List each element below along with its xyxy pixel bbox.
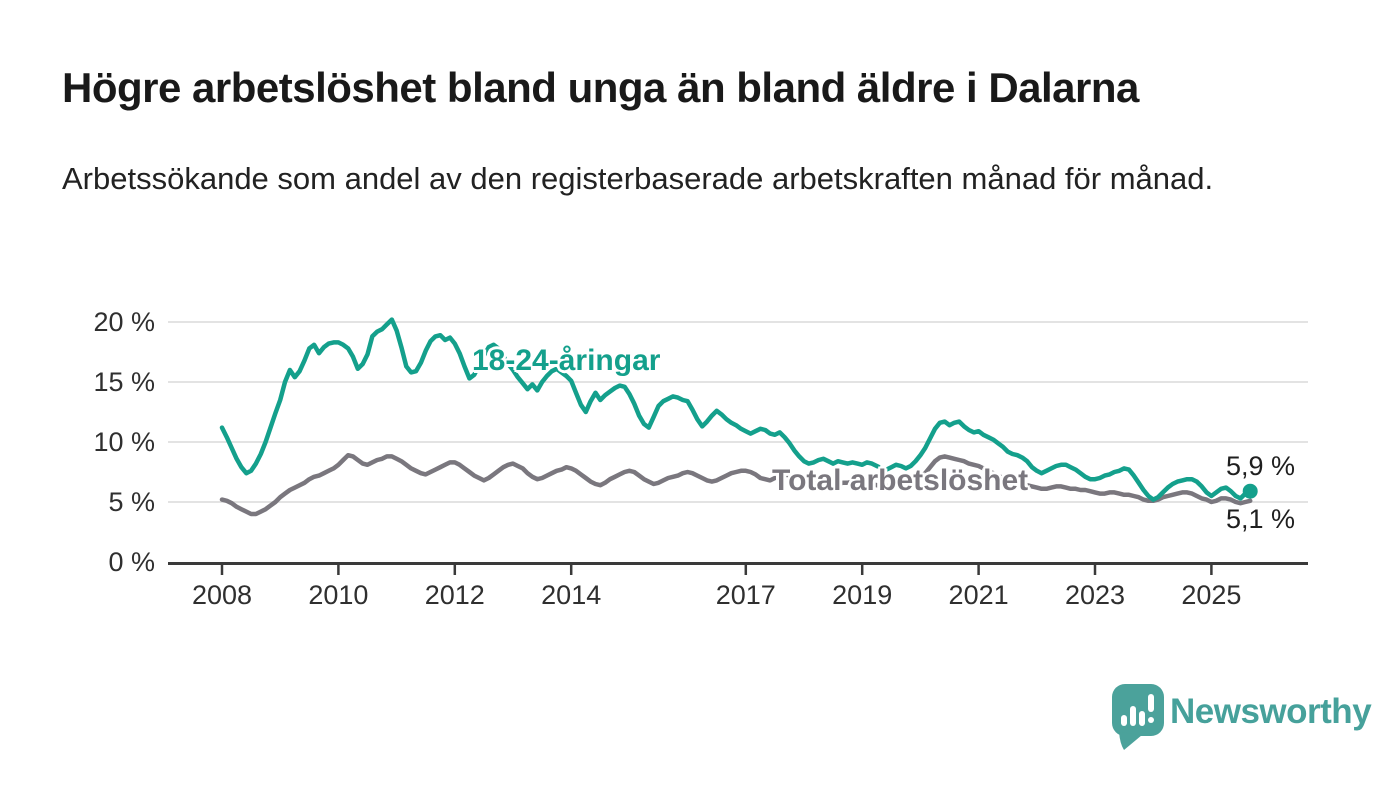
x-axis-tick-label: 2014 [541, 580, 601, 610]
x-axis-tick-label: 2021 [949, 580, 1009, 610]
newsworthy-brand-text: Newsworthy [1170, 692, 1372, 731]
series-layer [219, 317, 1258, 517]
series-label-total: Total arbetslöshet [772, 464, 1029, 497]
axis-layer: 0 % 5 % 10 % 15 % 20 % 2008 2010 2012 2014 2017 20… [93, 307, 1308, 610]
x-axis-tick-label: 2025 [1181, 580, 1241, 610]
series-end-dot [1242, 483, 1258, 499]
x-axis-tick-label: 2019 [832, 580, 892, 610]
end-value-label-total: 5,1 % [1226, 504, 1296, 534]
series-line-18-24-ringar [219, 317, 1253, 502]
series-line-total-arbetsl-shet [219, 452, 1253, 517]
x-axis-tick-label: 2023 [1065, 580, 1125, 610]
x-axis-tick-label: 2010 [308, 580, 368, 610]
chart-title: Högre arbetslöshet bland unga än bland ä… [62, 64, 1139, 111]
grid-layer [168, 321, 1308, 503]
newsworthy-logo-icon [1112, 684, 1164, 750]
x-axis-tick-label: 2017 [716, 580, 776, 610]
y-axis-tick-label: 20 % [93, 307, 155, 337]
y-axis-tick-label: 5 % [108, 487, 155, 517]
y-axis-tick-label: 15 % [93, 367, 155, 397]
y-axis-tick-label: 10 % [93, 427, 155, 457]
y-axis-tick-label: 0 % [108, 547, 155, 577]
newsworthy-logo: Newsworthy [1112, 684, 1372, 752]
series-label-youth: 18-24-åringar [472, 344, 661, 377]
end-value-label-youth: 5,9 % [1226, 451, 1296, 481]
x-axis-tick-label: 2008 [192, 580, 252, 610]
x-axis-tick-label: 2012 [425, 580, 485, 610]
chart-subtitle: Arbetssökande som andel av den registerb… [62, 161, 1214, 196]
